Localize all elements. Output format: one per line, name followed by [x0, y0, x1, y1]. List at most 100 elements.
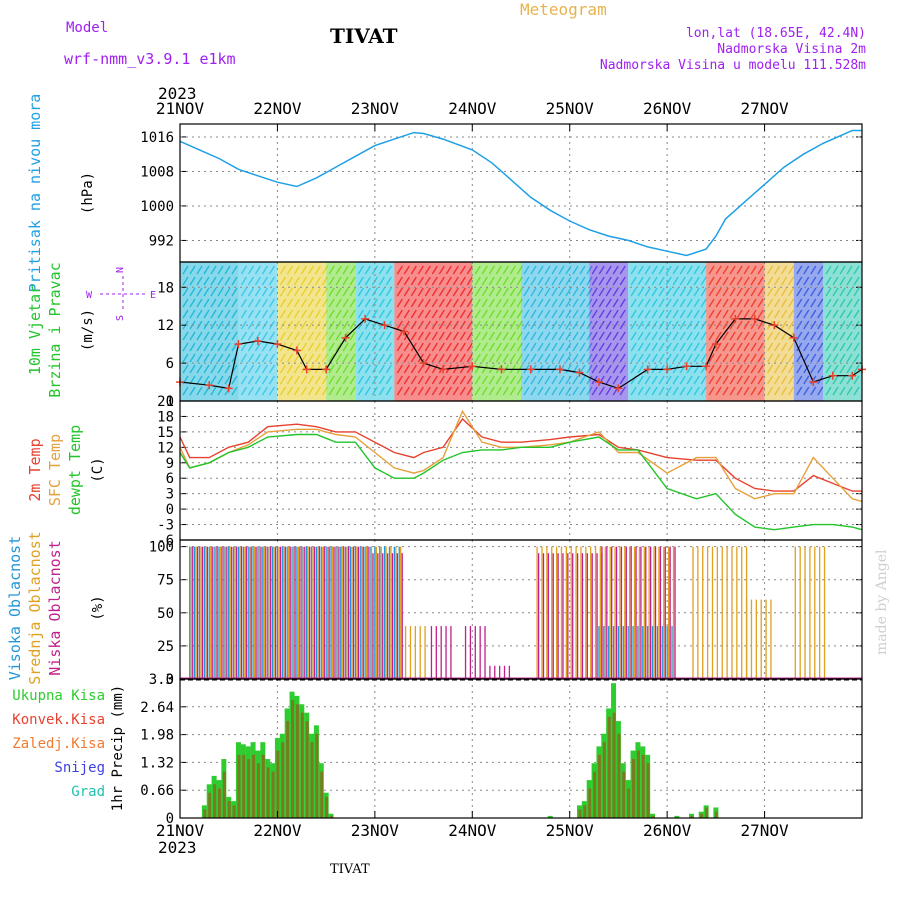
precip-legend-item: Ukupna Kisa	[12, 688, 105, 704]
wind-barb	[452, 342, 459, 352]
wind-barb	[651, 386, 658, 396]
wind-barb	[565, 276, 572, 286]
wind-barb	[780, 353, 788, 363]
wind-barb	[481, 375, 488, 385]
wind-barb	[495, 287, 502, 297]
wind-barb	[300, 375, 308, 385]
wind-barb	[182, 287, 189, 297]
wind-barb	[300, 287, 308, 297]
wind-barb	[254, 364, 262, 374]
wind-barb	[293, 265, 301, 275]
wind-barb	[729, 265, 736, 275]
wind-barb	[530, 320, 537, 330]
wind-barb	[773, 342, 781, 352]
wind-barb	[679, 298, 686, 308]
wind-barb	[537, 375, 544, 385]
wind-barb	[715, 331, 722, 341]
x-tick-label-bottom: 21NOV	[156, 821, 205, 840]
wind-barb	[286, 309, 294, 319]
wind-barb	[796, 298, 803, 308]
wind-barb	[839, 353, 846, 363]
wind-barb	[210, 276, 217, 286]
precip-bar-convective	[588, 788, 592, 818]
wind-barb	[846, 298, 853, 308]
precip-bar-convective	[232, 805, 236, 818]
wind-barb	[637, 364, 644, 374]
wind-barb	[630, 364, 637, 374]
wind-barb	[796, 309, 803, 319]
wind-barb	[307, 386, 315, 396]
y-tick-label: 18	[157, 409, 174, 425]
wind-barb	[357, 309, 364, 319]
wind-barb	[766, 320, 774, 330]
wind-barb	[488, 320, 495, 330]
wind-barb	[182, 353, 189, 363]
wind-barb	[736, 287, 743, 297]
wind-barb	[598, 276, 605, 286]
wind-barb	[630, 353, 637, 363]
wind-barb	[736, 364, 743, 374]
wind-barb	[452, 364, 459, 374]
wind-barb	[481, 298, 488, 308]
wind-barb	[651, 287, 658, 297]
wind-barb	[307, 320, 315, 330]
wind-barb	[495, 386, 502, 396]
wind-barb	[247, 353, 255, 363]
precip-bar-convective	[261, 754, 265, 818]
wind-barb	[523, 375, 530, 385]
wind-barb	[736, 375, 743, 385]
precip-bar-convective	[330, 815, 334, 818]
wind-barb	[314, 276, 322, 286]
wind-barb	[644, 342, 651, 352]
wind-barb	[247, 342, 255, 352]
wind-barb	[565, 342, 572, 352]
wind-barb	[523, 298, 530, 308]
wind-barb	[605, 309, 612, 319]
wind-barb	[796, 265, 803, 275]
wind-barb	[537, 287, 544, 297]
wind-barb	[509, 342, 516, 352]
wind-barb	[342, 298, 349, 308]
wind-barb	[612, 342, 619, 352]
wind-barb	[572, 386, 579, 396]
precip-bar-convective	[300, 712, 304, 818]
wind-barb	[417, 364, 424, 374]
model-elevation-label: Nadmorska Visina u modelu 111.528m	[599, 58, 866, 73]
wind-barb	[715, 265, 722, 275]
wind-barb	[268, 375, 276, 385]
wind-barb	[658, 342, 665, 352]
wind-barb	[817, 298, 824, 308]
wind-barb	[796, 331, 803, 341]
precip-bar-convective	[602, 742, 606, 818]
cloud-unit-label: (%)	[90, 595, 106, 620]
wind-barb	[357, 342, 364, 352]
precip-bar-convective	[247, 759, 251, 818]
y-tick-label: 0	[166, 502, 174, 518]
wind-barb	[335, 276, 342, 286]
wind-barb	[637, 331, 644, 341]
wind-barb	[605, 320, 612, 330]
wind-barb	[796, 375, 803, 385]
wind-barb	[300, 309, 308, 319]
wind-barb	[240, 265, 248, 275]
wind-barb	[537, 331, 544, 341]
wind-barb	[261, 298, 269, 308]
wind-barb	[279, 331, 287, 341]
wind-barb	[459, 287, 466, 297]
wind-barb	[523, 342, 530, 352]
wind-barb	[729, 353, 736, 363]
wind-barb	[364, 353, 371, 363]
pressure-axis-title: Pritisak na nivou mora	[26, 94, 44, 293]
wind-barb	[665, 276, 672, 286]
wind-barb	[551, 276, 558, 286]
wind-barb	[773, 331, 781, 341]
wind-barb	[773, 386, 781, 396]
wind-barb	[787, 276, 795, 286]
panel-frame-precip	[179, 678, 863, 819]
wind-barb	[210, 287, 217, 297]
wind-barb	[261, 364, 269, 374]
wind-barb	[523, 309, 530, 319]
wind-barb	[203, 309, 210, 319]
cloud-axis-title-low: Niska Oblacnost	[46, 540, 64, 675]
